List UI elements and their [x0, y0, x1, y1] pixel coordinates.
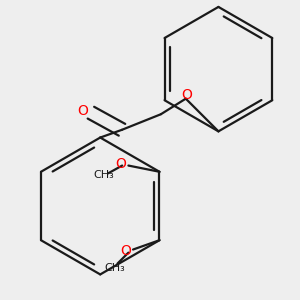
Text: O: O — [115, 157, 126, 171]
Text: O: O — [182, 88, 193, 102]
Text: CH₃: CH₃ — [93, 170, 114, 180]
Text: O: O — [78, 104, 88, 118]
Text: CH₃: CH₃ — [104, 263, 125, 273]
Text: O: O — [120, 244, 131, 258]
